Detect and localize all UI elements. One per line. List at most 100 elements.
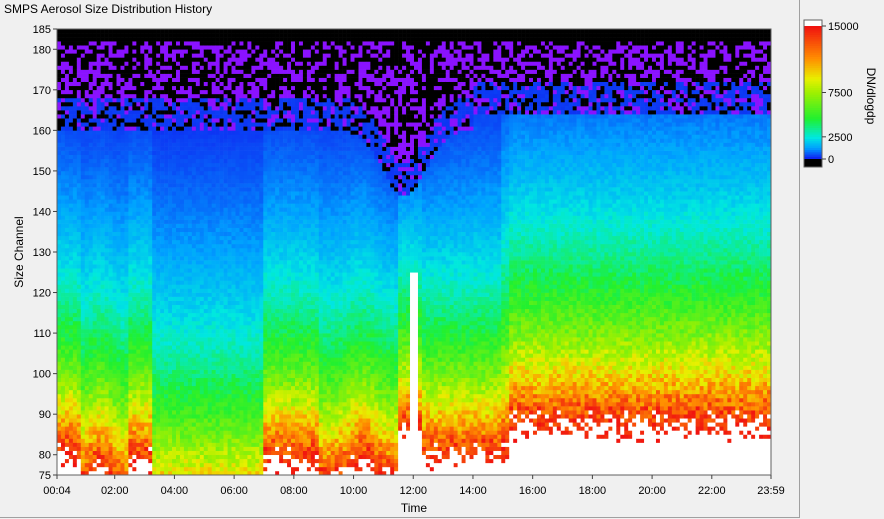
heatmap-cell — [203, 174, 209, 180]
heatmap-cell — [136, 207, 141, 212]
heatmap-cell — [195, 138, 201, 143]
heatmap-cell — [191, 381, 197, 387]
heatmap-cell — [152, 150, 157, 155]
heatmap-cell — [215, 223, 220, 228]
heatmap-cell — [64, 402, 70, 407]
heatmap-cell — [88, 179, 93, 184]
heatmap-cell — [120, 312, 125, 318]
heatmap-cell — [108, 458, 113, 464]
heatmap-cell — [108, 402, 113, 407]
heatmap-cell — [108, 296, 113, 301]
heatmap-cell — [172, 61, 177, 66]
heatmap-cell — [227, 146, 232, 151]
heatmap-cell — [128, 256, 133, 261]
heatmap-cell — [68, 470, 74, 476]
heatmap-cell — [68, 235, 74, 241]
heatmap-plot-area[interactable] — [57, 29, 772, 476]
heatmap-cell — [215, 353, 220, 358]
heatmap-cell — [203, 37, 209, 42]
heatmap-cell — [128, 247, 133, 253]
heatmap-cell — [116, 146, 121, 151]
heatmap-cell — [195, 333, 201, 338]
heatmap-cell — [80, 272, 86, 277]
heatmap-cell — [128, 227, 133, 233]
heatmap-cell — [64, 146, 70, 151]
heatmap-cell — [227, 215, 232, 220]
heatmap-cell — [92, 337, 97, 342]
heatmap-cell — [68, 361, 74, 366]
heatmap-cell — [124, 361, 129, 366]
heatmap-cell — [60, 385, 66, 391]
heatmap-cell — [72, 45, 78, 50]
heatmap-cell — [207, 256, 212, 261]
heatmap-cell — [124, 430, 129, 435]
heatmap-cell — [223, 174, 228, 180]
heatmap-cell — [211, 397, 216, 403]
heatmap-cell — [140, 324, 145, 330]
heatmap-cell — [183, 320, 189, 326]
heatmap-cell — [207, 219, 212, 224]
heatmap-cell — [176, 312, 181, 318]
heatmap-cell — [80, 268, 86, 273]
heatmap-cell — [124, 272, 129, 277]
heatmap-cell — [211, 211, 216, 216]
heatmap-cell — [168, 260, 173, 265]
heatmap-cell — [64, 114, 70, 119]
heatmap-cell — [60, 73, 66, 78]
heatmap-cell — [72, 333, 78, 338]
heatmap-cell — [172, 446, 177, 451]
heatmap-cell — [120, 227, 125, 233]
heatmap-cell — [96, 462, 101, 468]
heatmap-cell — [215, 227, 220, 233]
heatmap-cell — [183, 385, 189, 391]
heatmap-cell — [211, 89, 216, 95]
heatmap-cell — [76, 341, 82, 346]
heatmap-cell — [156, 118, 161, 123]
heatmap-cell — [231, 406, 236, 411]
heatmap-cell — [183, 333, 189, 338]
heatmap-cell — [96, 45, 101, 50]
heatmap-cell — [57, 179, 62, 184]
heatmap-cell — [80, 442, 86, 447]
heatmap-cell — [183, 312, 189, 318]
heatmap-cell — [128, 312, 133, 318]
heatmap-cell — [128, 446, 133, 451]
heatmap-cell — [183, 252, 189, 257]
heatmap-cell — [68, 312, 74, 318]
heatmap-cell — [136, 142, 141, 147]
heatmap-cell — [92, 353, 97, 358]
heatmap-cell — [108, 53, 113, 58]
heatmap-cell — [140, 203, 145, 208]
heatmap-cell — [76, 134, 82, 139]
heatmap-cell — [80, 57, 86, 62]
heatmap-cell — [57, 345, 62, 350]
heatmap-cell — [207, 29, 212, 34]
heatmap-cell — [112, 170, 117, 176]
heatmap-cell — [144, 93, 149, 99]
heatmap-cell — [223, 211, 228, 216]
heatmap-cell — [219, 77, 224, 82]
heatmap-cell — [219, 166, 224, 172]
heatmap-cell — [60, 138, 66, 143]
heatmap-cell — [176, 89, 181, 95]
heatmap-cell — [108, 442, 113, 447]
heatmap-cell — [108, 369, 113, 374]
heatmap-cell — [168, 110, 173, 115]
heatmap-cell — [120, 195, 125, 200]
heatmap-cell — [179, 174, 185, 180]
heatmap-cell — [148, 264, 153, 269]
heatmap-cell — [96, 373, 101, 378]
heatmap-cell — [176, 276, 181, 281]
heatmap-cell — [156, 227, 161, 233]
heatmap-cell — [187, 470, 193, 476]
heatmap-cell — [100, 118, 105, 123]
heatmap-cell — [215, 329, 220, 334]
heatmap-cell — [191, 195, 197, 200]
heatmap-cell — [199, 37, 205, 42]
heatmap-cell — [100, 252, 105, 257]
heatmap-cell — [108, 235, 113, 241]
heatmap-cell — [96, 422, 101, 427]
heatmap-cell — [92, 154, 97, 160]
heatmap-cell — [187, 320, 193, 326]
heatmap-cell — [203, 195, 209, 200]
